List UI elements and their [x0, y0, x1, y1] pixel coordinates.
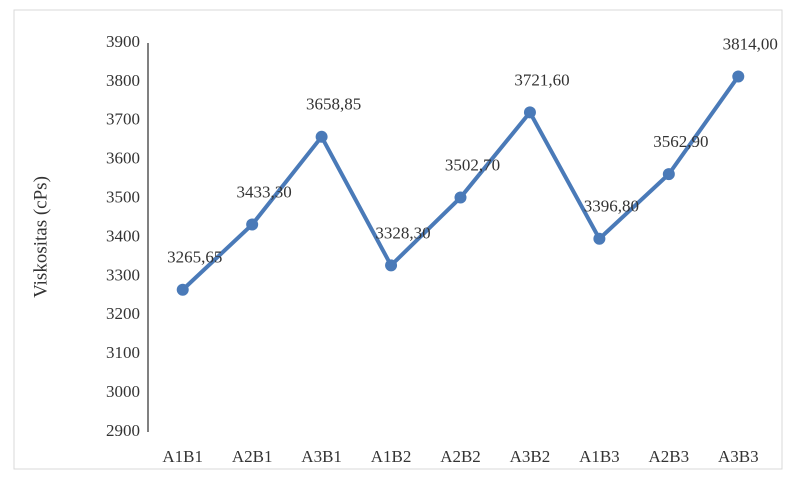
x-tick-label: A2B1: [232, 447, 273, 466]
data-label: 3814,00: [723, 34, 778, 53]
data-marker: [523, 106, 536, 119]
x-tick-label: A3B2: [510, 447, 551, 466]
data-marker: [385, 259, 398, 272]
data-marker: [662, 168, 675, 181]
data-marker: [176, 283, 189, 296]
y-tick-label: 3900: [106, 32, 140, 51]
y-tick-label: 3000: [106, 382, 140, 401]
data-label: 3562,90: [653, 132, 708, 151]
data-marker: [246, 218, 259, 231]
y-tick-label: 3200: [106, 304, 140, 323]
data-label: 3396,80: [584, 197, 639, 216]
x-tick-label: A1B2: [371, 447, 412, 466]
y-tick-label: 3600: [106, 149, 140, 168]
data-marker: [454, 191, 467, 204]
y-tick-label: 3700: [106, 110, 140, 129]
y-tick-label: 3100: [106, 343, 140, 362]
data-label: 3328,30: [375, 223, 430, 242]
y-tick-label: 3300: [106, 265, 140, 284]
data-label: 3265,65: [167, 248, 222, 267]
data-marker: [593, 232, 606, 245]
data-marker: [315, 130, 328, 143]
x-tick-label: A1B3: [579, 447, 620, 466]
x-tick-label: A3B1: [301, 447, 342, 466]
y-tick-label: 2900: [106, 421, 140, 440]
data-label: 3433,30: [237, 182, 292, 201]
x-tick-label: A2B2: [440, 447, 481, 466]
chart-frame: [13, 9, 783, 470]
data-label: 3502,70: [445, 155, 500, 174]
y-tick-label: 3500: [106, 188, 140, 207]
data-label: 3658,85: [306, 95, 361, 114]
x-tick-label: A1B1: [162, 447, 203, 466]
x-tick-label: A2B3: [649, 447, 690, 466]
y-tick-label: 3400: [106, 226, 140, 245]
y-axis-label: Viskositas (cPs): [30, 176, 51, 298]
y-tick-label: 3800: [106, 71, 140, 90]
data-marker: [732, 70, 745, 83]
x-tick-label: A3B3: [718, 447, 759, 466]
data-label: 3721,60: [514, 70, 569, 89]
